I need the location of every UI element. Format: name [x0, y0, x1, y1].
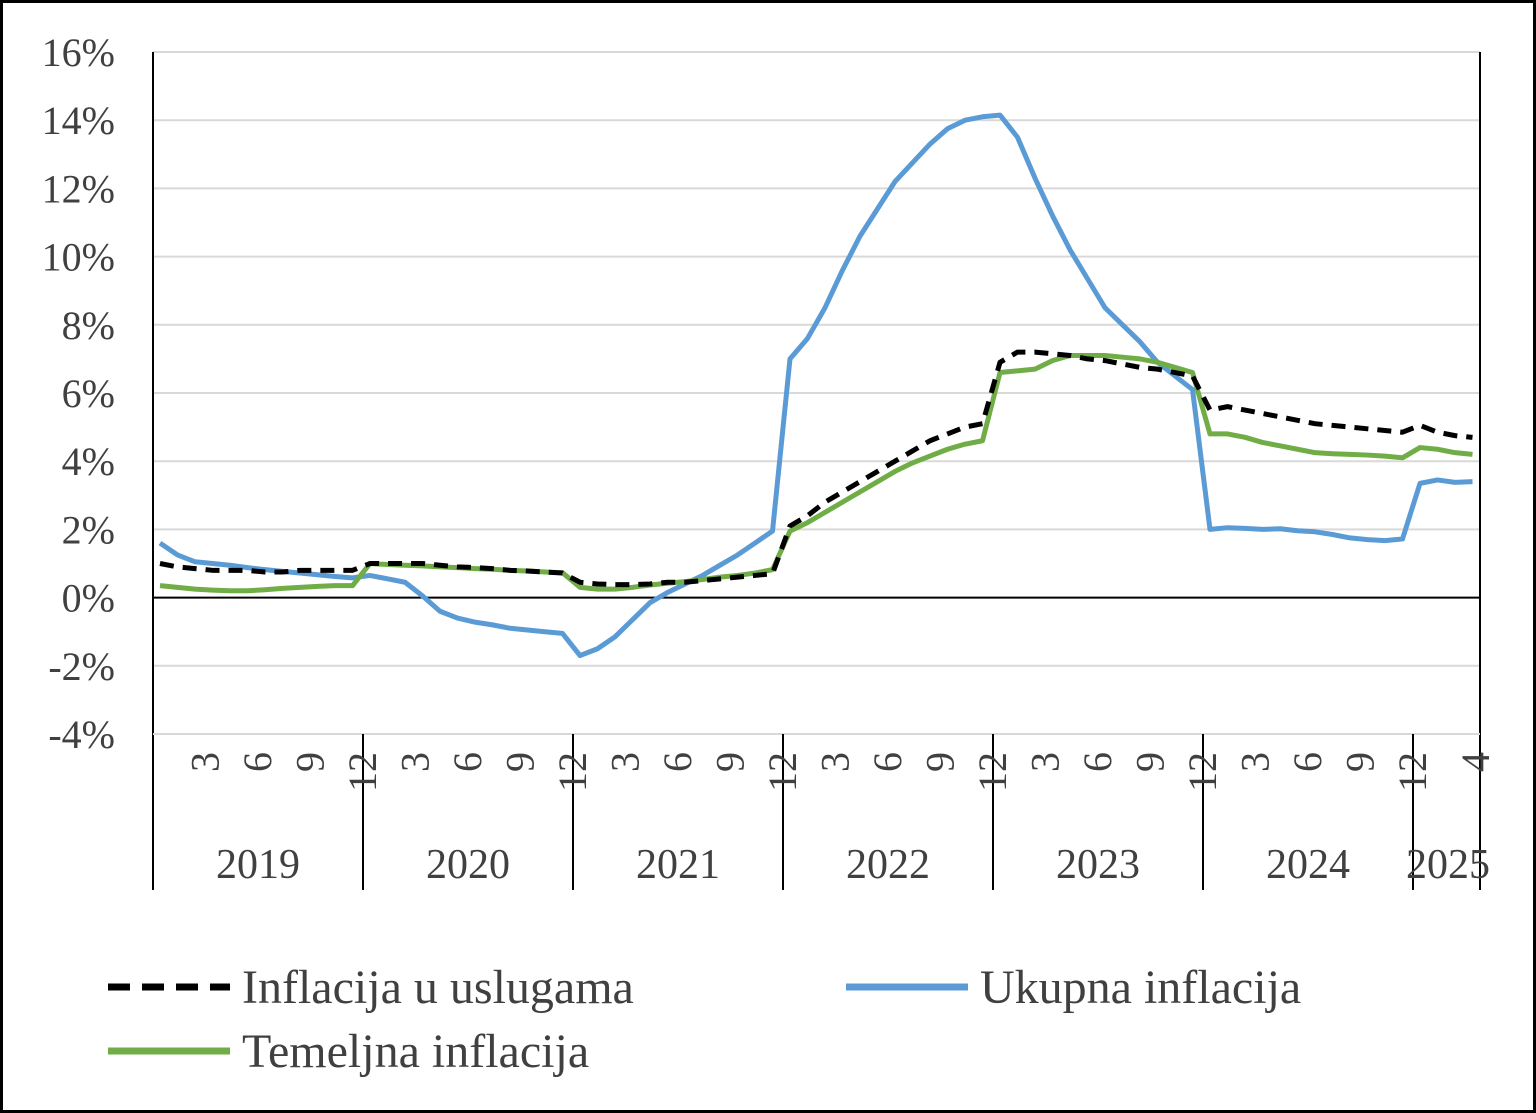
x-tick-label: 9	[288, 752, 333, 772]
y-tick-label: 8%	[62, 303, 115, 348]
x-tick-label: 3	[813, 752, 858, 772]
year-label: 2025	[1406, 842, 1490, 888]
y-tick-label: 12%	[42, 166, 115, 211]
legend-swatch-total	[846, 982, 968, 994]
year-label: 2021	[636, 842, 720, 888]
x-tick-label: 3	[1023, 752, 1068, 772]
x-tick-label: 12	[760, 752, 805, 792]
x-tick-label: 9	[498, 752, 543, 772]
series-line-2	[159, 352, 1473, 594]
series-line-1	[158, 112, 1473, 659]
legend-swatch-services	[108, 982, 230, 994]
x-tick-label: 6	[865, 752, 910, 772]
series-lines	[158, 112, 1473, 659]
x-tick-label: 9	[918, 752, 963, 772]
x-tick-label: 12	[550, 752, 595, 792]
x-tick-label: 6	[1285, 752, 1330, 772]
x-tick-label: 3	[1233, 752, 1278, 772]
x-tick-label: 3	[393, 752, 438, 772]
legend-item-core: Temeljna inflacija	[108, 1024, 589, 1079]
y-tick-label: 14%	[42, 98, 115, 143]
legend-label-total: Ukupna inflacija	[980, 961, 1302, 1014]
y-tick-label: 16%	[42, 30, 115, 75]
y-tick-label: -4%	[48, 712, 115, 757]
y-tick-label: 4%	[62, 439, 115, 484]
x-tick-label: 12	[340, 752, 385, 792]
x-tick-label: 9	[1338, 752, 1383, 772]
year-label: 2023	[1056, 842, 1140, 888]
year-label: 2022	[846, 842, 930, 888]
y-axis-ticks: 16% 14% 12% 10% 8% 6% 4% 2% 0% -2% -4%	[42, 30, 115, 757]
x-tick-label: 4	[1453, 752, 1498, 772]
y-tick-label: 10%	[42, 235, 115, 280]
x-tick-label: 3	[603, 752, 648, 772]
y-tick-label: 0%	[62, 576, 115, 621]
x-tick-label: 12	[970, 752, 1015, 792]
legend-swatch-core	[108, 1046, 230, 1058]
x-tick-label: 12	[1180, 752, 1225, 792]
legend-label-core: Temeljna inflacija	[242, 1025, 590, 1078]
x-tick-label: 9	[1128, 752, 1173, 772]
y-tick-label: 2%	[62, 507, 115, 552]
x-tick-label: 6	[235, 752, 280, 772]
x-tick-label: 9	[708, 752, 753, 772]
year-label: 2019	[216, 842, 300, 888]
x-tick-label: 6	[655, 752, 700, 772]
legend-item-total: Ukupna inflacija	[846, 960, 1301, 1015]
x-tick-label: 6	[445, 752, 490, 772]
legend-item-services: Inflacija u uslugama	[108, 960, 634, 1015]
series-line-0	[159, 349, 1473, 588]
x-tick-label: 12	[1390, 752, 1435, 792]
year-label: 2020	[426, 842, 510, 888]
gridlines	[153, 51, 1480, 735]
year-label: 2024	[1266, 842, 1350, 888]
legend-label-services: Inflacija u uslugama	[242, 961, 634, 1014]
x-tick-label: 6	[1075, 752, 1120, 772]
y-tick-label: 6%	[62, 371, 115, 416]
x-tick-label: 3	[183, 752, 228, 772]
y-tick-label: -2%	[48, 644, 115, 689]
